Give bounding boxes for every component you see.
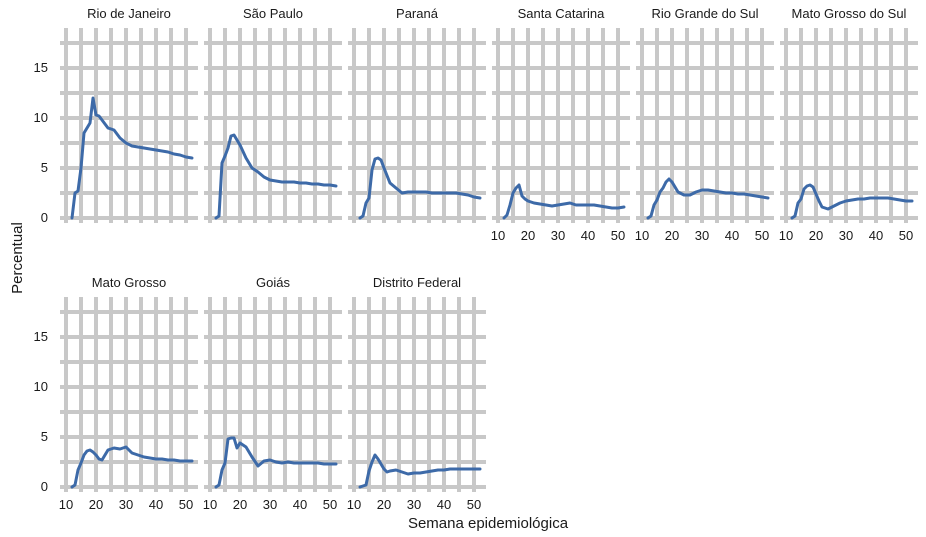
y-tick-label: 15 xyxy=(34,60,48,75)
series-line-mato-grosso xyxy=(70,445,194,489)
x-tick-label: 10 xyxy=(491,228,505,243)
y-tick-label: 5 xyxy=(41,160,48,175)
y-tick-label: 0 xyxy=(41,210,48,225)
panel-mato-grosso: Mato Grosso 0 5 10 15 10 20 30 40 50 xyxy=(34,275,198,512)
panel-goias: Goiás 10 20 30 40 50 xyxy=(203,275,342,512)
y-tick-label: 0 xyxy=(41,479,48,494)
x-tick-label: 30 xyxy=(839,228,853,243)
y-tick-label: 10 xyxy=(34,379,48,394)
panel-title: Rio de Janeiro xyxy=(87,6,171,21)
panel-title: Paraná xyxy=(396,6,439,21)
x-tick-label: 20 xyxy=(521,228,535,243)
series-line-rio-de-janeiro xyxy=(70,96,194,220)
x-tick-label: 50 xyxy=(755,228,769,243)
y-tick-label: 5 xyxy=(41,429,48,444)
chart-panels: Rio de Janeiro 0 5 10 15 São Paulo Paraná Santa… xyxy=(34,6,918,512)
x-tick-label: 40 xyxy=(293,497,307,512)
y-tick-label: 15 xyxy=(34,329,48,344)
x-tick-label: 50 xyxy=(179,497,193,512)
y-tick-label: 10 xyxy=(34,110,48,125)
panel-title: Mato Grosso xyxy=(92,275,166,290)
series-line-parana xyxy=(358,156,482,220)
x-tick-label: 50 xyxy=(611,228,625,243)
panel-title: Rio Grande do Sul xyxy=(652,6,759,21)
panel-title: Distrito Federal xyxy=(373,275,461,290)
x-tick-label: 30 xyxy=(551,228,565,243)
x-tick-label: 30 xyxy=(695,228,709,243)
x-tick-label: 50 xyxy=(323,497,337,512)
x-tick-label: 30 xyxy=(407,497,421,512)
x-tick-label: 50 xyxy=(467,497,481,512)
panel-title: Santa Catarina xyxy=(518,6,605,21)
series-line-sao-paulo xyxy=(214,133,338,220)
x-tick-label: 20 xyxy=(377,497,391,512)
panel-distrito-federal: Distrito Federal 10 20 30 40 50 xyxy=(347,275,486,512)
x-tick-label: 20 xyxy=(809,228,823,243)
panel-rio-de-janeiro: Rio de Janeiro 0 5 10 15 xyxy=(34,6,198,225)
x-tick-label: 30 xyxy=(119,497,133,512)
series-line-santa-catarina xyxy=(502,183,626,220)
x-tick-label: 30 xyxy=(263,497,277,512)
x-axis-title: Semana epidemiológica xyxy=(408,515,569,532)
x-tick-label: 40 xyxy=(581,228,595,243)
series-line-goias xyxy=(214,436,338,489)
panel-rio-grande-do-sul: Rio Grande do Sul 10 20 30 40 50 xyxy=(635,6,774,243)
x-tick-label: 40 xyxy=(869,228,883,243)
x-tick-label: 10 xyxy=(203,497,217,512)
x-tick-label: 20 xyxy=(233,497,247,512)
x-tick-label: 50 xyxy=(899,228,913,243)
panel-title: Mato Grosso do Sul xyxy=(792,6,907,21)
x-tick-label: 40 xyxy=(725,228,739,243)
y-axis-title: Percentual xyxy=(9,222,26,294)
series-line-rio-grande-do-sul xyxy=(646,177,770,220)
x-tick-label: 40 xyxy=(437,497,451,512)
x-tick-label: 20 xyxy=(665,228,679,243)
x-tick-label: 20 xyxy=(89,497,103,512)
series-line-mato-grosso-do-sul xyxy=(790,183,914,220)
panel-sao-paulo: São Paulo xyxy=(204,6,342,223)
panel-mato-grosso-do-sul: Mato Grosso do Sul 10 20 30 40 50 xyxy=(779,6,918,243)
panel-parana: Paraná xyxy=(348,6,486,223)
x-tick-label: 10 xyxy=(779,228,793,243)
panel-santa-catarina: Santa Catarina 10 20 30 40 50 xyxy=(491,6,630,243)
panel-title: São Paulo xyxy=(243,6,303,21)
x-tick-label: 40 xyxy=(149,497,163,512)
series-line-distrito-federal xyxy=(358,453,482,489)
x-tick-label: 10 xyxy=(635,228,649,243)
panel-title: Goiás xyxy=(256,275,290,290)
x-tick-label: 10 xyxy=(347,497,361,512)
x-tick-label: 10 xyxy=(59,497,73,512)
